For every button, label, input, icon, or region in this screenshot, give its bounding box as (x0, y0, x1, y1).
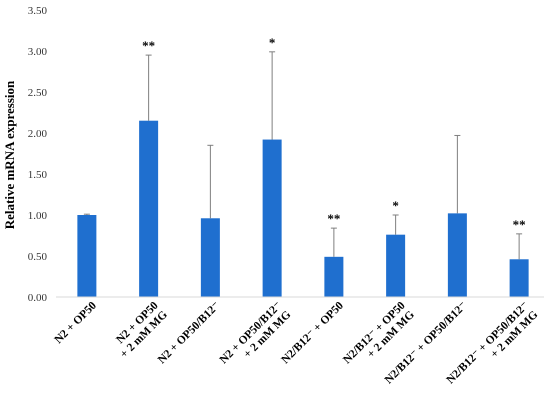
category-label: N2 + OP50/B12⁻+ 2 mM MG (218, 300, 294, 367)
y-tick-label: 1.00 (28, 210, 48, 222)
bar (447, 213, 467, 297)
bar (386, 234, 406, 297)
category-label-line1: N2 + OP50 (52, 299, 99, 346)
bar (200, 218, 220, 297)
y-tick-label: 2.50 (28, 87, 48, 99)
y-tick-label: 0.50 (28, 251, 48, 263)
significance-marker: ** (513, 217, 526, 232)
y-axis-ticks: 0.00 0.50 1.00 1.50 2.00 2.50 3.00 3.50 (28, 5, 48, 304)
category-label: N2 + OP50/B12⁻ (156, 300, 223, 367)
y-axis-title: Relative mRNA expression (2, 80, 17, 229)
significance-marker: * (392, 198, 399, 213)
error-bars-group (83, 51, 523, 260)
y-tick-label: 2.00 (28, 128, 48, 140)
bar (77, 215, 97, 297)
bar (324, 256, 344, 297)
bar (139, 120, 159, 297)
y-tick-label: 3.50 (28, 5, 48, 17)
category-label-line1: N2/B12⁻ + OP50 (279, 299, 346, 366)
bar (262, 139, 282, 297)
significance-marker: * (269, 35, 276, 50)
y-tick-label: 0.00 (28, 292, 48, 304)
significance-marker: ** (327, 211, 340, 226)
category-label: N2 + OP50 (52, 299, 99, 346)
y-tick-label: 1.50 (28, 169, 48, 181)
significance-markers-group: ** ****** (142, 35, 526, 232)
bars-group (77, 120, 529, 297)
significance-marker: ** (142, 38, 155, 53)
category-label-line1: N2 + OP50/B12⁻ (156, 300, 223, 367)
category-label: N2/B12⁻ + OP50 (279, 299, 346, 366)
bar (509, 259, 529, 297)
y-tick-label: 3.00 (28, 46, 48, 58)
